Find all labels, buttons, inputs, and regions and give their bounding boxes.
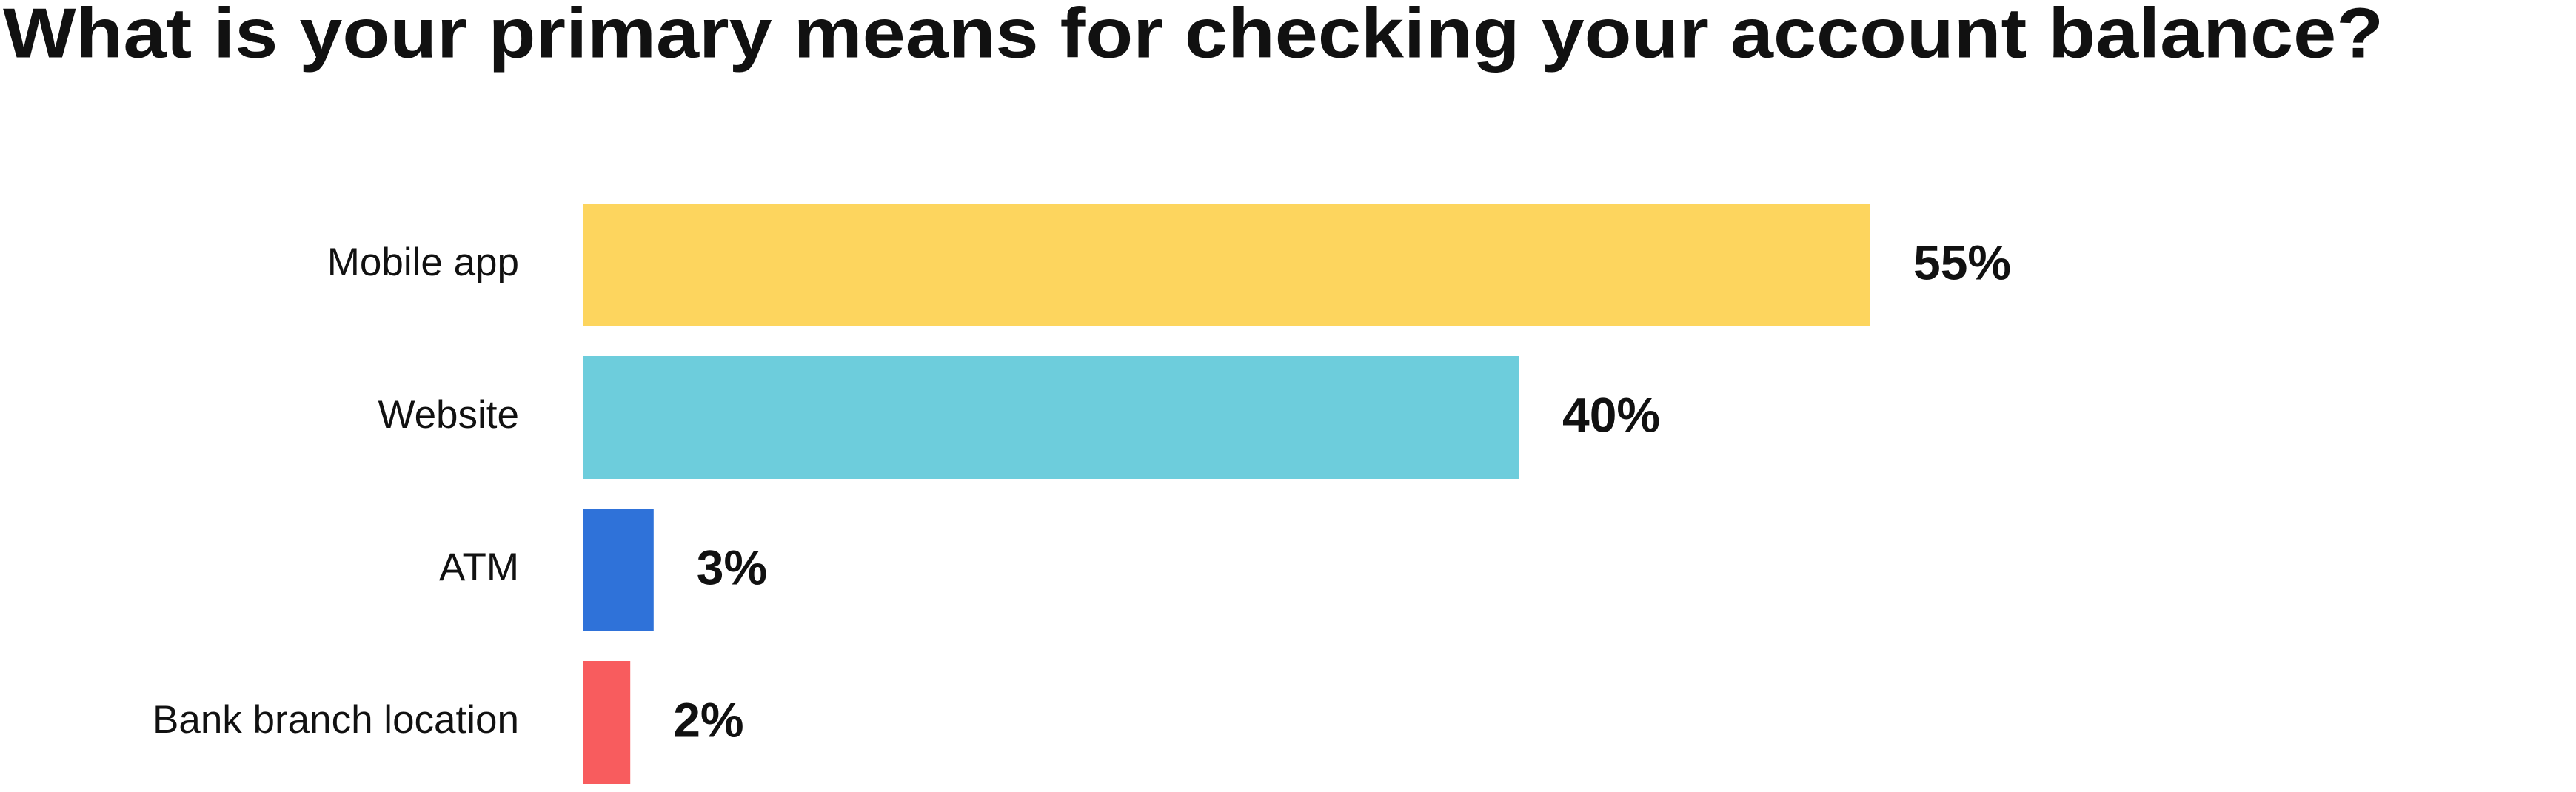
value-label: 40% (1562, 387, 1660, 442)
bar (583, 356, 1519, 479)
bar (583, 509, 654, 631)
value-label: 2% (673, 692, 743, 747)
value-label: 55% (1913, 235, 2011, 289)
category-label: Bank branch location (153, 698, 519, 742)
category-label: Website (378, 393, 520, 437)
category-label: Mobile app (327, 241, 519, 284)
category-label: ATM (439, 546, 519, 589)
bar (583, 204, 1870, 326)
chart-title: What is your primary means for checking … (3, 0, 2383, 73)
bar (583, 661, 631, 784)
value-label: 3% (697, 540, 767, 594)
